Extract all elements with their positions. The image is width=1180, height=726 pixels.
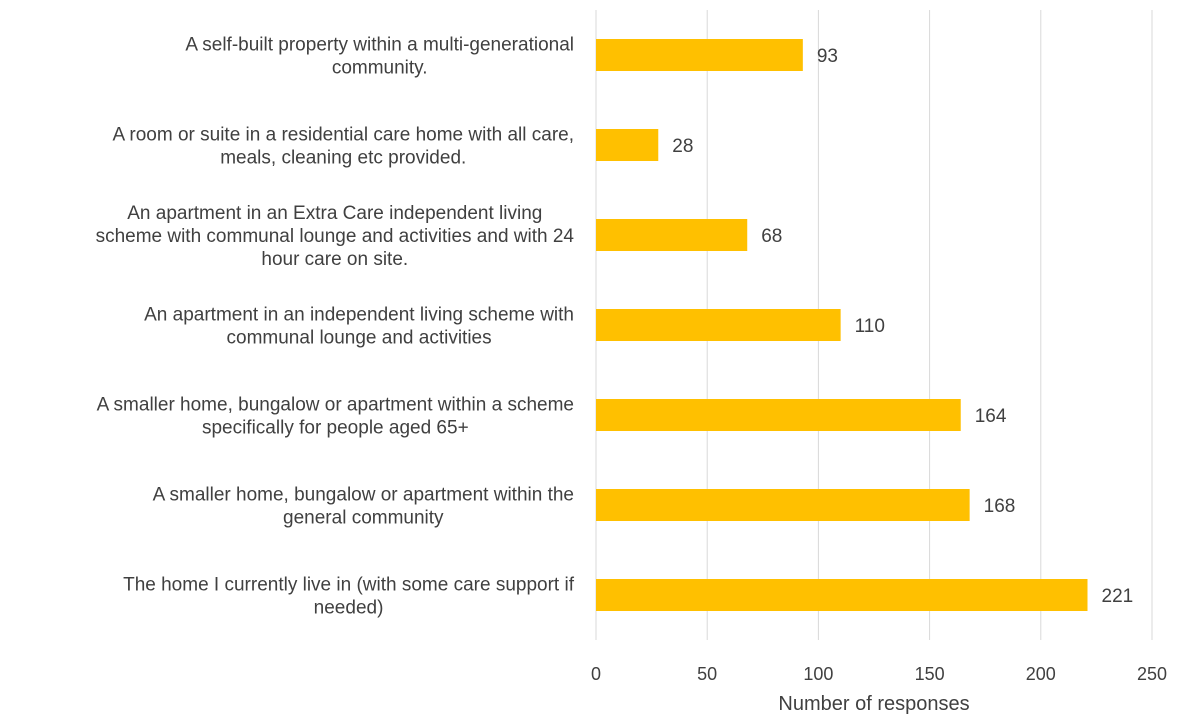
data-label: 168 xyxy=(984,496,1016,517)
category-label-line: community. xyxy=(332,58,428,79)
category-label: An apartment in an independent living sc… xyxy=(144,305,574,349)
category-label: An apartment in an Extra Care independen… xyxy=(96,203,575,270)
bar xyxy=(596,129,659,161)
x-tick-label: 50 xyxy=(697,664,717,684)
bars xyxy=(596,39,1088,611)
data-labels: 93 28 68 110 164 168 221 xyxy=(672,46,1133,607)
x-tick-labels: 0 50 100 150 200 250 xyxy=(591,664,1167,684)
category-label-line: A room or suite in a residential care ho… xyxy=(113,125,575,146)
bar xyxy=(596,309,841,341)
x-axis-title: Number of responses xyxy=(778,693,969,715)
data-label: 68 xyxy=(761,226,782,247)
category-label-line: general community xyxy=(283,508,444,529)
data-label: 93 xyxy=(817,46,838,67)
category-label-line: needed) xyxy=(314,598,384,619)
category-label: A self-built property within a multi-gen… xyxy=(185,35,574,79)
x-tick-label: 0 xyxy=(591,664,601,684)
x-tick-label: 150 xyxy=(915,664,945,684)
data-label: 28 xyxy=(672,136,693,157)
category-label-line: A self-built property within a multi-gen… xyxy=(185,35,574,56)
category-label-line: An apartment in an independent living sc… xyxy=(144,305,574,326)
bar xyxy=(596,579,1088,611)
category-label-line: The home I currently live in (with some … xyxy=(123,575,575,596)
x-tick-label: 250 xyxy=(1137,664,1167,684)
x-tick-label: 200 xyxy=(1026,664,1056,684)
bar xyxy=(596,219,748,251)
category-label-line: scheme with communal lounge and activiti… xyxy=(96,226,575,247)
category-label-line: communal lounge and activities xyxy=(227,328,492,349)
category-label-line: A smaller home, bungalow or apartment wi… xyxy=(97,395,574,416)
bar xyxy=(596,399,961,431)
category-label: A room or suite in a residential care ho… xyxy=(113,125,575,169)
bar xyxy=(596,39,803,71)
data-label: 110 xyxy=(855,316,885,337)
data-label: 164 xyxy=(975,406,1007,427)
category-labels: A self-built property within a multi-gen… xyxy=(96,35,575,619)
category-label-line: hour care on site. xyxy=(261,249,408,270)
category-label-line: An apartment in an Extra Care independen… xyxy=(127,203,542,224)
x-tick-label: 100 xyxy=(803,664,833,684)
category-label: The home I currently live in (with some … xyxy=(123,575,575,619)
bar xyxy=(596,489,970,521)
category-label: A smaller home, bungalow or apartment wi… xyxy=(97,395,574,439)
category-label-line: specifically for people aged 65+ xyxy=(202,418,469,439)
category-label-line: meals, cleaning etc provided. xyxy=(220,148,466,169)
data-label: 221 xyxy=(1102,586,1134,607)
category-label-line: A smaller home, bungalow or apartment wi… xyxy=(153,485,574,506)
category-label: A smaller home, bungalow or apartment wi… xyxy=(153,485,574,529)
